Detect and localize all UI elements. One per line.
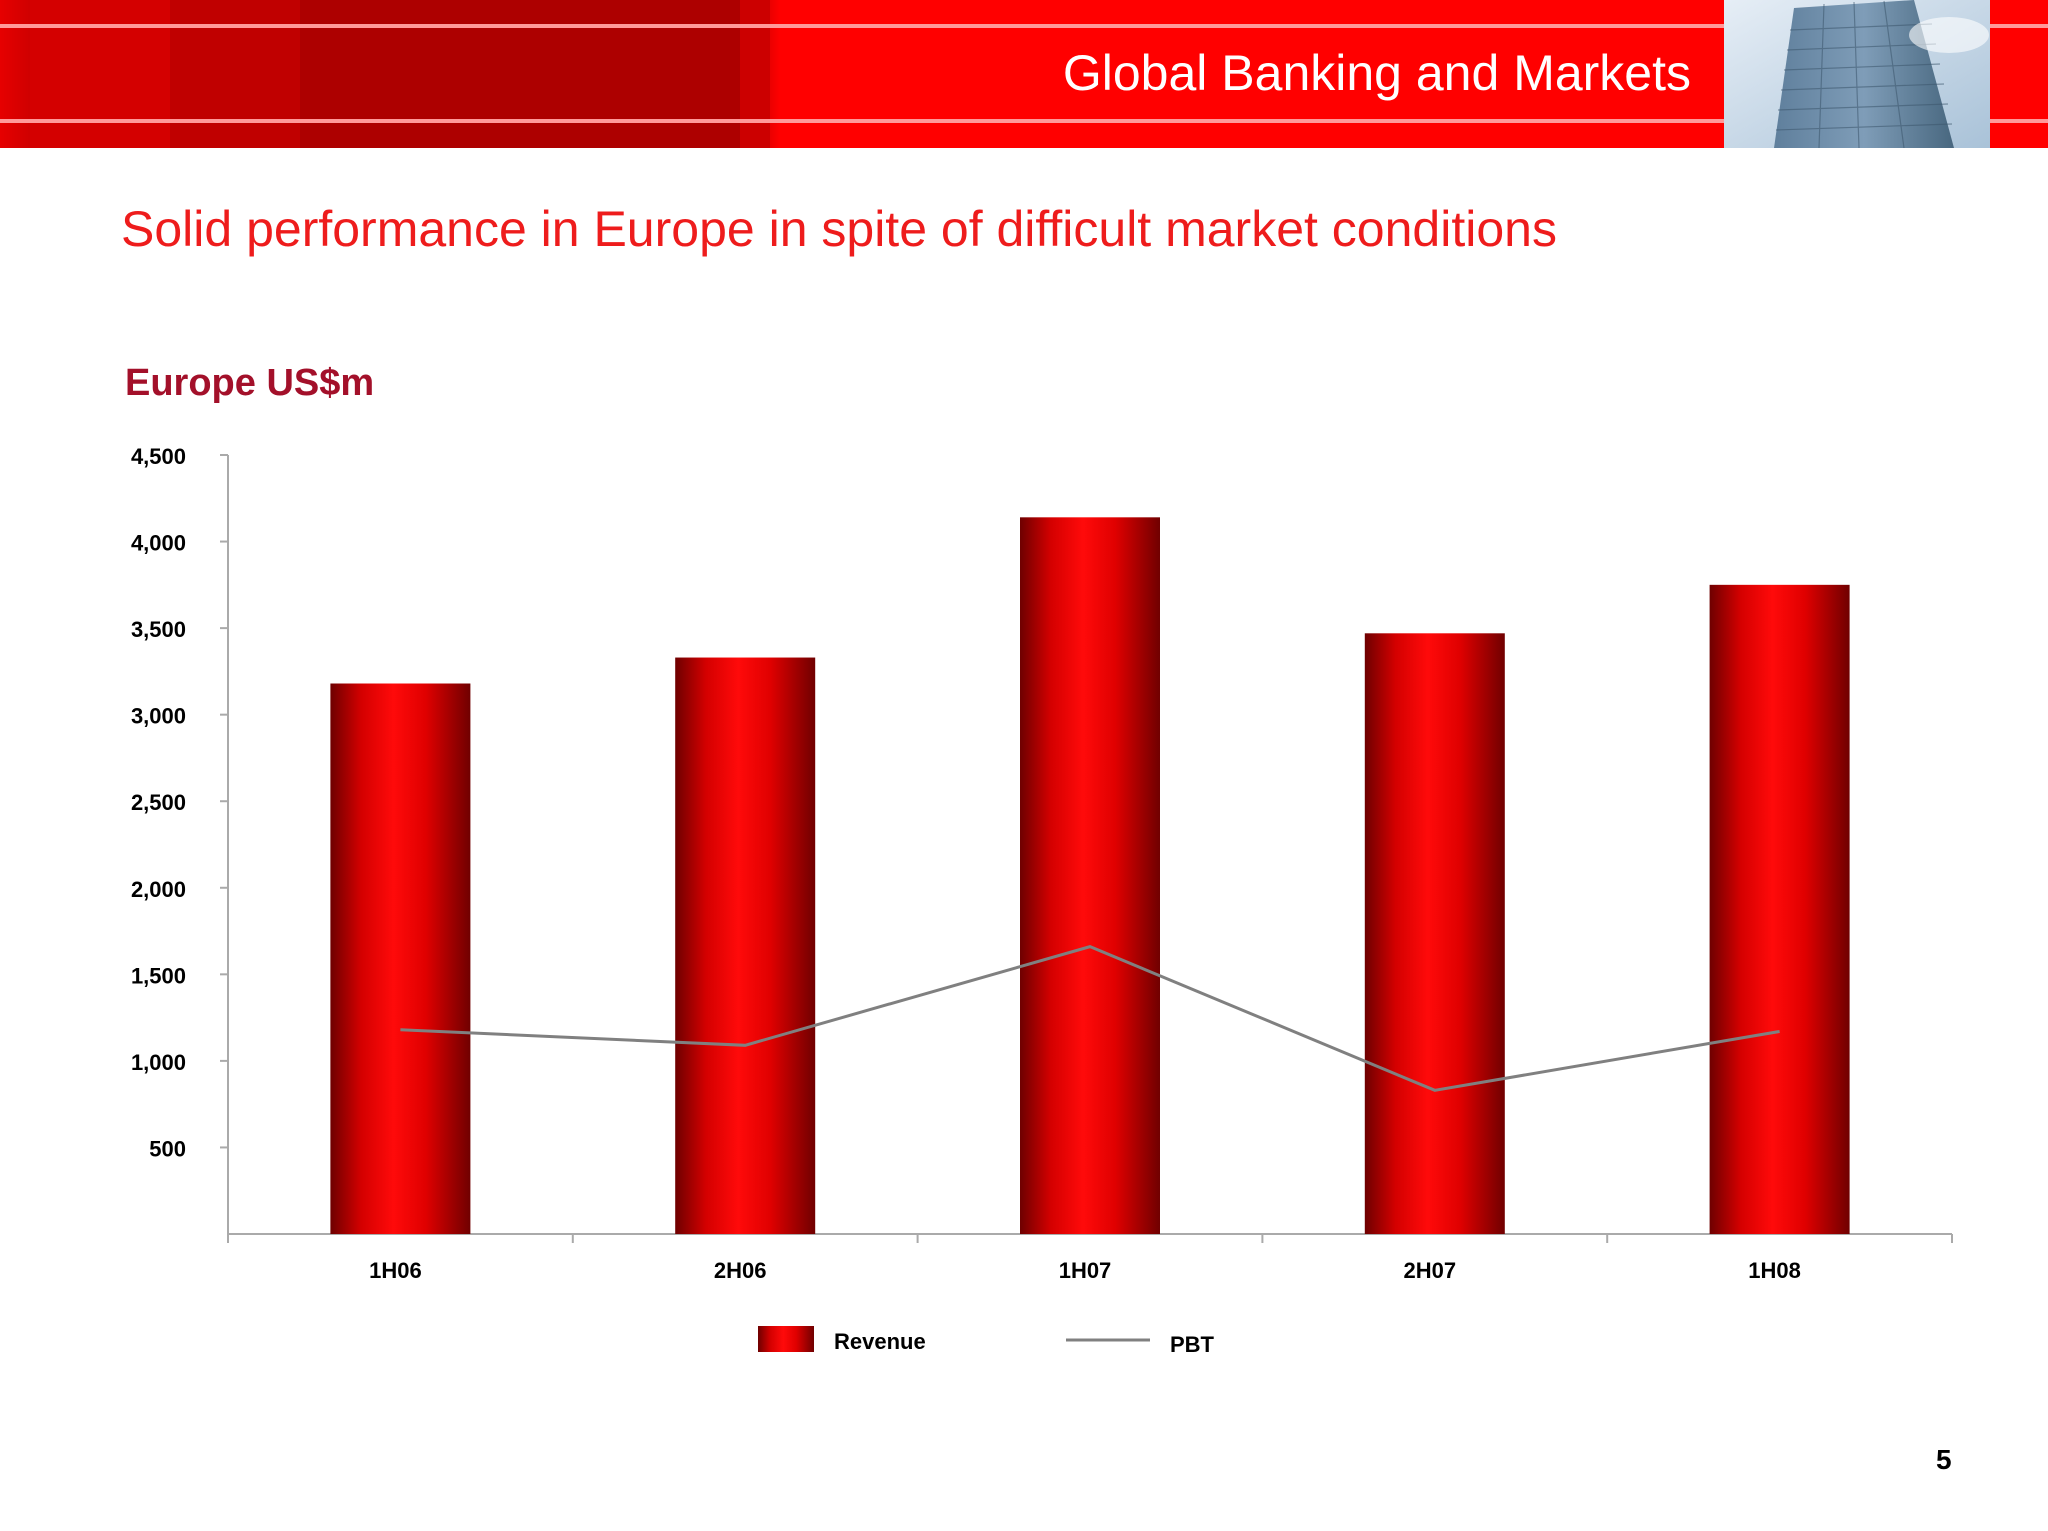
legend-pbt-label: PBT — [1170, 1332, 1215, 1357]
y-tick-label: 3,000 — [131, 704, 186, 729]
building-photo — [1724, 0, 1990, 148]
y-tick-label: 2,500 — [131, 790, 186, 815]
revenue-bar — [675, 657, 816, 1234]
chart-legend: Revenue PBT — [758, 1326, 1215, 1357]
y-tick-label: 2,000 — [131, 877, 186, 902]
legend-revenue-swatch — [758, 1326, 814, 1352]
y-tick-label: 3,500 — [131, 617, 186, 642]
y-tick-label: 1,500 — [131, 963, 186, 988]
pbt-line-series — [400, 945, 1780, 1092]
legend-revenue-label: Revenue — [834, 1329, 926, 1354]
revenue-bar — [1709, 584, 1850, 1234]
x-tick-labels: 1H06 2H06 1H07 2H07 1H08 — [369, 1258, 1801, 1283]
revenue-bars — [330, 517, 1850, 1234]
building-icon — [1724, 0, 1990, 148]
chart-title: Europe US$m — [125, 362, 375, 404]
header-stripe — [0, 24, 1724, 28]
revenue-bar — [330, 683, 471, 1234]
header-right-strip — [1990, 0, 2048, 148]
header-band: Global Banking and Markets — [0, 0, 2048, 148]
pbt-line — [400, 945, 1780, 1092]
x-tick-label: 1H08 — [1748, 1258, 1801, 1283]
y-tick-label: 1,000 — [131, 1050, 186, 1075]
y-tick-label: 4,500 — [131, 444, 186, 469]
x-tick-label: 2H07 — [1404, 1258, 1457, 1283]
slide-heading: Solid performance in Europe in spite of … — [121, 201, 1557, 257]
header-stripe — [0, 119, 1724, 123]
header-title: Global Banking and Markets — [1062, 45, 1691, 101]
chart: 1H06 2H06 1H07 2H07 1H08 500 1,000 1,500 2,000 2… — [131, 444, 1953, 1357]
x-tick-label: 2H06 — [714, 1258, 767, 1283]
revenue-bar — [1364, 633, 1505, 1234]
header-stripe — [1990, 24, 2048, 28]
x-tick-label: 1H07 — [1059, 1258, 1112, 1283]
y-tick-labels: 500 1,000 1,500 2,000 2,500 3,000 3,500 4,000 4,… — [131, 444, 186, 1161]
y-tick-label: 500 — [149, 1136, 186, 1161]
header-stripe — [1990, 119, 2048, 123]
x-tick-label: 1H06 — [369, 1258, 422, 1283]
page-number: 5 — [1936, 1444, 1952, 1475]
y-tick-label: 4,000 — [131, 531, 186, 556]
revenue-bar — [1020, 517, 1160, 1234]
